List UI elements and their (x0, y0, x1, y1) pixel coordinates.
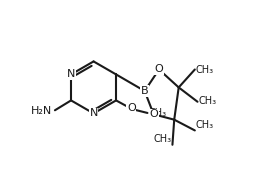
Text: O: O (127, 104, 136, 113)
Text: H₂N: H₂N (31, 106, 52, 116)
Text: N: N (67, 69, 75, 79)
Text: O: O (149, 109, 158, 119)
Text: CH₃: CH₃ (198, 96, 217, 106)
Text: CH₃: CH₃ (148, 108, 167, 118)
Text: O: O (155, 64, 163, 74)
Text: B: B (141, 86, 148, 96)
Text: CH₃: CH₃ (153, 134, 172, 144)
Text: N: N (89, 108, 98, 118)
Text: CH₃: CH₃ (196, 120, 214, 130)
Text: CH₃: CH₃ (196, 65, 214, 75)
